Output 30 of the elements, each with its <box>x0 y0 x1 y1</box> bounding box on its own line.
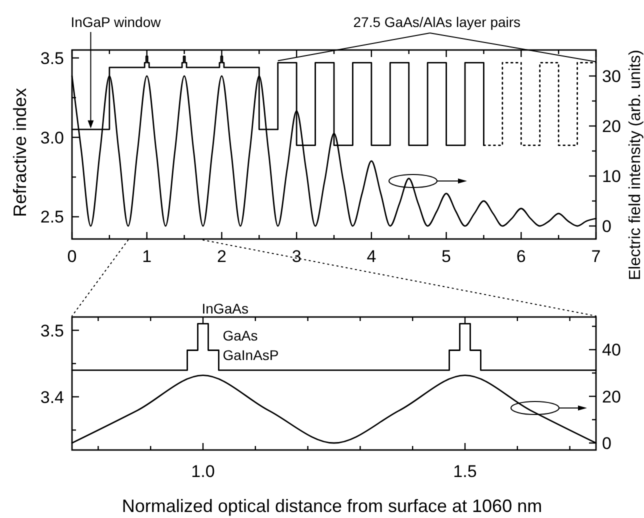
annotation: GaInAsP <box>222 347 279 364</box>
y-tick-label: 3.5 <box>40 48 64 68</box>
y2-tick-label: 40 <box>602 340 621 360</box>
annotation: 27.5 GaAs/AlAs layer pairs <box>353 14 521 30</box>
annotation: InGaP window <box>70 14 162 30</box>
y-tick-label: 2.5 <box>40 208 64 227</box>
x-tick-label: 5 <box>442 247 452 266</box>
x-tick-label: 4 <box>366 247 376 266</box>
y-tick-label: 3.4 <box>40 388 64 407</box>
x-tick-label: 3 <box>292 247 302 266</box>
y2-tick-label: 30 <box>602 66 621 86</box>
y2-tick-label: 20 <box>602 116 621 136</box>
y-tick-label: 3.5 <box>40 321 64 340</box>
y2-axis-title: Electric field intensity (arb. units) <box>627 50 644 280</box>
x-tick-label: 1.0 <box>191 462 215 481</box>
x-tick-label: 6 <box>516 247 526 266</box>
y-axis-title: Refractive index <box>10 88 30 218</box>
x-tick-label: 1 <box>142 247 152 266</box>
y2-tick-label: 0 <box>602 434 612 453</box>
y2-tick-label: 0 <box>602 216 612 236</box>
x-axis-title: Normalized optical distance from surface at 1060 nm <box>122 496 542 516</box>
x-tick-label: 2 <box>216 247 226 266</box>
annotation: InGaAs <box>202 300 248 317</box>
x-tick-label: 1.5 <box>453 462 477 481</box>
y-tick-label: 3.0 <box>40 128 64 148</box>
y2-tick-label: 10 <box>602 166 621 186</box>
annotation: GaAs <box>222 327 258 344</box>
x-tick-label: 0 <box>67 247 77 266</box>
x-tick-label: 7 <box>591 247 601 266</box>
y2-tick-label: 20 <box>602 387 621 406</box>
